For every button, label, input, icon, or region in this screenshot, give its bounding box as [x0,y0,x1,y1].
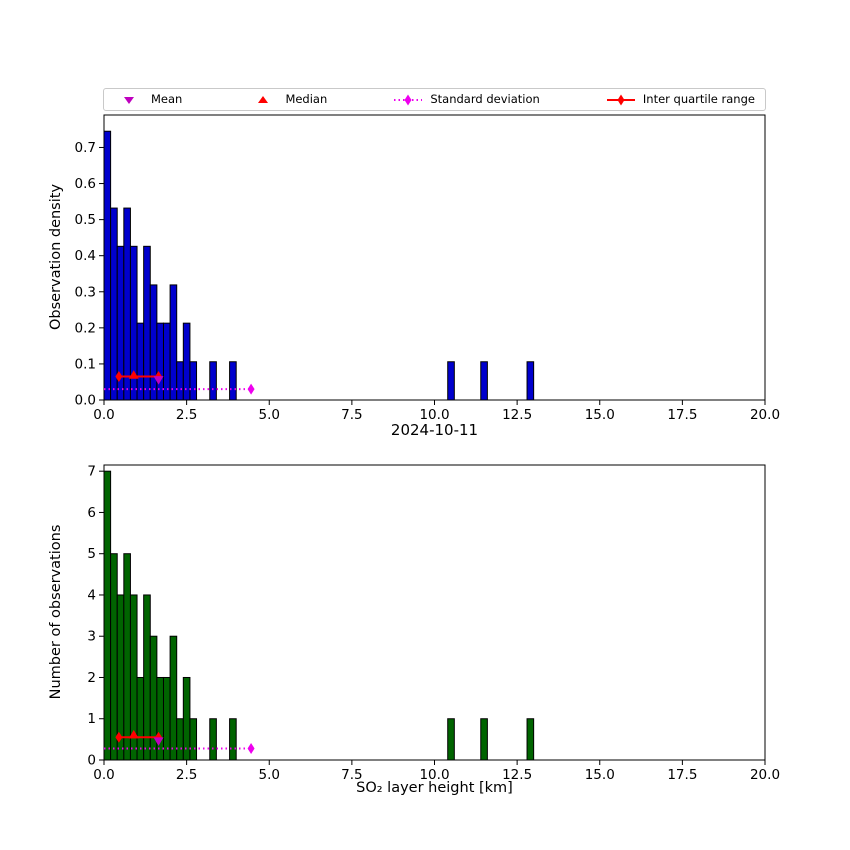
histogram-bar [176,718,184,761]
counts-plot: 0.0 2.5 5.0 7.5 10.0 12.5 15.0 17.5 20.0 0 1 2 3 4 5 6 7 [87,464,780,783]
histogram-bar [182,322,191,401]
iqr-q1-marker [115,371,123,383]
histogram-bar [447,718,455,761]
x-tick-label: 15.0 [585,407,615,423]
x-tick-label: 2.5 [176,407,197,423]
y-tick-label: 0.3 [75,284,96,300]
counts-y-axis-label: Number of observations [48,524,64,700]
histogram-bar [189,718,198,761]
y-tick-label: 0.1 [75,356,96,372]
legend-label-standard-deviation: Standard deviation [430,91,540,106]
histogram-bar [149,284,158,401]
x-tick-label: 12.5 [502,767,532,783]
y-tick-label: 0.5 [75,212,96,228]
x-tick-label: 17.5 [667,767,697,783]
std-deviation-marker [247,383,255,395]
histogram-bar [480,361,488,401]
x-tick-label: 17.5 [667,407,697,423]
y-tick-label: 6 [87,505,96,521]
legend-item-mean: Mean [114,93,182,107]
median-marker [128,370,139,379]
std-deviation-marker [247,742,255,754]
histogram-bar [123,553,131,761]
legend-label-median: Median [285,91,328,106]
x-tick-label: 20.0 [750,407,780,423]
median-marker [128,729,139,739]
histogram-bar [110,207,118,401]
histogram-bar [123,207,131,401]
histogram-bar [110,553,118,761]
histogram-bar [156,322,164,401]
histogram-bar [209,718,217,761]
x-tick-label: 12.5 [502,407,532,423]
histogram-bar [189,361,198,401]
histogram-bar [156,676,164,761]
x-tick-label: 10.0 [419,407,449,423]
histogram-bar [169,284,178,401]
y-tick-label: 2 [87,670,96,686]
iqr-q1-marker [115,731,123,743]
histogram-bar [209,361,217,401]
histogram-bar [526,361,535,401]
histogram-bar [176,361,184,401]
density-y-axis-label: Observation density [48,183,64,331]
legend-item-median: Median [248,93,327,107]
y-tick-label: 3 [87,629,96,645]
x-axis-label: SO₂ layer height [km] [356,780,513,796]
legend-item-standard-deviation: Standard deviation [393,91,540,107]
y-tick-label: 7 [87,464,96,480]
x-tick-label: 10.0 [419,767,449,783]
x-tick-label: 0.0 [93,767,114,783]
std-deviation-diamond-dotted-icon [394,94,423,105]
histogram-bar [526,718,535,761]
x-tick-label: 7.5 [341,767,362,783]
histogram-bar [480,718,488,761]
histogram-bar [162,322,171,401]
y-tick-label: 5 [87,546,96,562]
legend: Mean Median Standard deviation Inter qua… [103,88,766,111]
mean-marker [153,737,164,746]
x-tick-label: 20.0 [750,767,780,783]
y-tick-label: 0.6 [75,176,96,192]
mean-marker [153,376,164,385]
histogram-bar [447,361,455,401]
x-tick-label: 5.0 [259,767,280,783]
median-triangle-up-icon [258,95,269,103]
histogram-bar [229,361,237,401]
axes-frame [103,464,766,761]
y-tick-label: 0.4 [75,248,96,264]
histogram-bar [103,130,112,401]
x-tick-label: 7.5 [341,407,362,423]
histogram-bar [162,676,171,761]
x-tick-label: 2.5 [176,767,197,783]
y-tick-label: 4 [87,587,96,603]
density-plot: 0.0 2.5 5.0 7.5 10.0 12.5 15.0 17.5 20.0 0.0 0.1 0.… [75,114,780,423]
axes-frame [103,114,766,401]
y-tick-label: 0.7 [75,140,96,156]
y-tick-label: 0.2 [75,320,96,336]
x-tick-label: 5.0 [259,407,280,423]
y-tick-label: 0.0 [75,393,96,409]
histogram-bar [169,635,178,761]
legend-item-inter-quartile-range: Inter quartile range [606,93,755,107]
legend-label-inter-quartile-range: Inter quartile range [642,91,755,106]
histogram-bar [229,718,237,761]
y-tick-label: 1 [87,711,96,727]
iqr-diamond-solid-icon [606,94,635,105]
legend-label-mean: Mean [151,91,183,106]
y-tick-label: 0 [87,753,96,769]
x-tick-label: 15.0 [585,767,615,783]
histogram-bar [143,594,151,761]
histogram-bar [182,676,191,761]
histogram-bar [103,470,112,761]
figure-title: 2024-10-11 [390,421,479,439]
mean-triangle-down-icon [124,96,134,104]
x-tick-label: 0.0 [93,407,114,423]
